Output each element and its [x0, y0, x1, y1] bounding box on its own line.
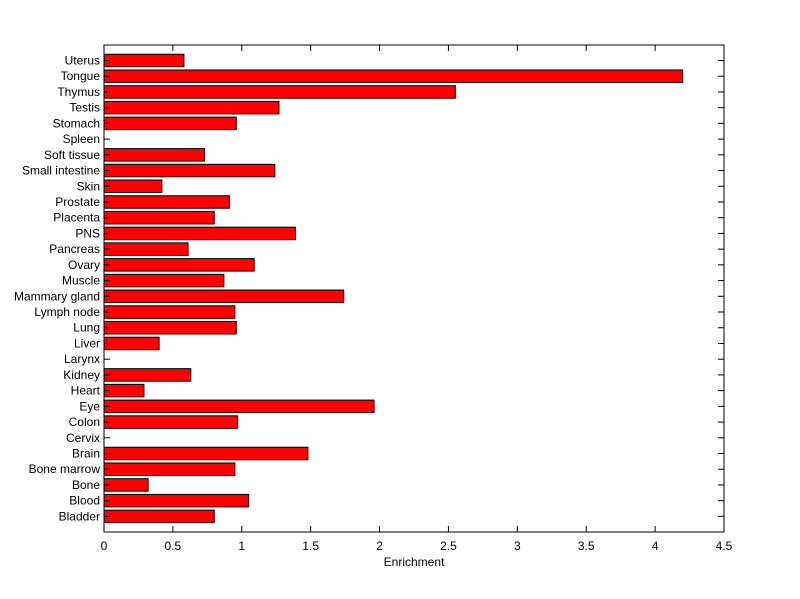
y-tick-label-tongue: Tongue — [61, 69, 101, 83]
bar-tongue — [103, 69, 684, 83]
bar-kidney — [103, 368, 192, 382]
bar-ovary — [103, 258, 255, 272]
bar-placenta — [103, 210, 215, 225]
y-tick-label-placenta: Placenta — [53, 211, 100, 225]
x-tick-label: 4.5 — [716, 539, 733, 553]
bar-stomach — [103, 116, 237, 131]
y-tick-label-testis: Testis — [69, 101, 100, 115]
y-tick-label-bladder: Bladder — [59, 509, 100, 523]
y-tick-label-blood: Blood — [69, 494, 100, 508]
y-tick-label-larynx: Larynx — [64, 352, 100, 366]
bar-prostate — [103, 195, 230, 209]
y-tick-label-mammary-gland: Mammary gland — [14, 289, 100, 303]
x-tick-label: 4 — [652, 539, 659, 553]
y-tick-label-skin: Skin — [77, 179, 100, 193]
y-tick-label-heart: Heart — [71, 384, 101, 398]
bar-brain — [103, 446, 309, 461]
bar-thymus — [103, 85, 456, 99]
y-tick-label-stomach: Stomach — [53, 116, 100, 130]
bar-liver — [103, 336, 160, 351]
bar-muscle — [103, 273, 225, 288]
bar-soft-tissue — [103, 148, 206, 162]
bar-bone — [103, 478, 149, 492]
bar-small-intestine — [103, 163, 276, 178]
y-tick-label-lung: Lung — [73, 321, 100, 335]
y-tick-label-pancreas: Pancreas — [49, 242, 100, 256]
y-tick-label-ovary: Ovary — [68, 258, 100, 272]
x-tick-label: 2.5 — [440, 539, 457, 553]
y-tick-label-muscle: Muscle — [62, 274, 100, 288]
y-tick-label-spleen: Spleen — [63, 132, 100, 146]
plot-frame — [103, 44, 725, 533]
bar-testis — [103, 100, 280, 115]
bar-pancreas — [103, 242, 189, 256]
y-tick-label-liver: Liver — [74, 336, 100, 350]
bar-pns — [103, 226, 297, 241]
x-tick-label: 1 — [238, 539, 245, 553]
bar-blood — [103, 493, 250, 508]
bar-lymph-node — [103, 305, 236, 319]
y-tick-label-colon: Colon — [69, 415, 100, 429]
y-tick-label-lymph-node: Lymph node — [34, 305, 100, 319]
bar-colon — [103, 415, 239, 429]
y-tick-label-brain: Brain — [72, 447, 100, 461]
y-tick-label-kidney: Kidney — [63, 368, 100, 382]
y-tick-label-pns: PNS — [75, 226, 100, 240]
x-tick-label: 0.5 — [165, 539, 182, 553]
x-tick-label: 1.5 — [302, 539, 319, 553]
bar-lung — [103, 320, 237, 335]
y-tick-label-soft-tissue: Soft tissue — [44, 148, 100, 162]
y-tick-label-bone: Bone — [72, 478, 100, 492]
y-tick-label-cervix: Cervix — [66, 431, 100, 445]
x-tick-label: 0 — [101, 539, 108, 553]
y-tick-label-bone-marrow: Bone marrow — [29, 462, 101, 476]
x-tick-label: 3 — [514, 539, 521, 553]
bar-mammary-gland — [103, 289, 345, 304]
y-tick-label-prostate: Prostate — [55, 195, 100, 209]
x-axis-title: Enrichment — [384, 555, 445, 569]
y-tick-label-small-intestine: Small intestine — [22, 164, 100, 178]
y-tick-label-uterus: Uterus — [65, 54, 100, 68]
bar-bladder — [103, 509, 215, 524]
bar-skin — [103, 179, 163, 194]
y-tick-label-thymus: Thymus — [57, 85, 100, 99]
x-tick-label: 3.5 — [578, 539, 595, 553]
bar-uterus — [103, 53, 185, 68]
y-tick-label-eye: Eye — [79, 399, 100, 413]
bar-bone-marrow — [103, 462, 236, 476]
bar-eye — [103, 399, 375, 414]
x-tick-label: 2 — [376, 539, 383, 553]
